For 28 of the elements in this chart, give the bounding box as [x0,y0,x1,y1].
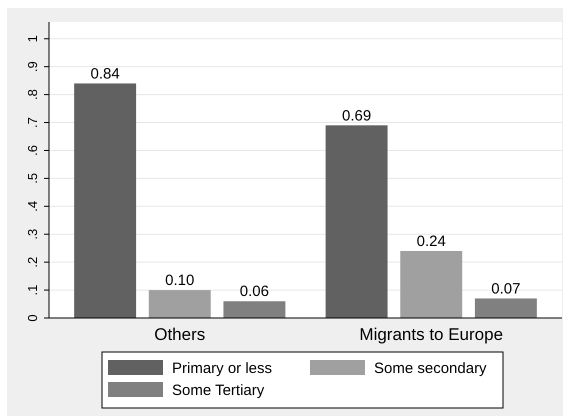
bar [400,250,462,318]
y-tick-label: .8 [25,89,40,100]
data-label: 0.24 [416,232,446,250]
y-tick-label: .9 [25,61,40,72]
y-tick-label: .4 [25,200,40,212]
y-tick-label: .5 [25,172,40,184]
bar [148,290,211,318]
legend-label: Some secondary [374,360,488,377]
y-tick-label: .7 [25,117,40,128]
bar [223,301,286,318]
data-label: 0.69 [342,107,372,124]
y-tick-label: .1 [25,284,40,296]
y-tick-label: 1 [25,35,40,42]
bar [474,298,537,318]
legend-label: Some Tertiary [172,382,265,399]
data-label: 0.84 [90,65,120,82]
y-tick-label: .3 [25,228,40,240]
data-label: 0.06 [240,283,270,300]
y-tick-label: .2 [25,256,40,268]
y-tick-label: 0 [25,314,40,322]
x-tick-label: Migrants to Europe [359,325,504,344]
bar [326,125,388,318]
data-label: 0.10 [165,272,194,290]
x-tick-label: Others [154,325,206,344]
y-tick-label: .6 [25,145,40,156]
bar [74,83,136,318]
legend-label: Primary or less [172,360,272,377]
data-label: 0.07 [491,280,520,298]
